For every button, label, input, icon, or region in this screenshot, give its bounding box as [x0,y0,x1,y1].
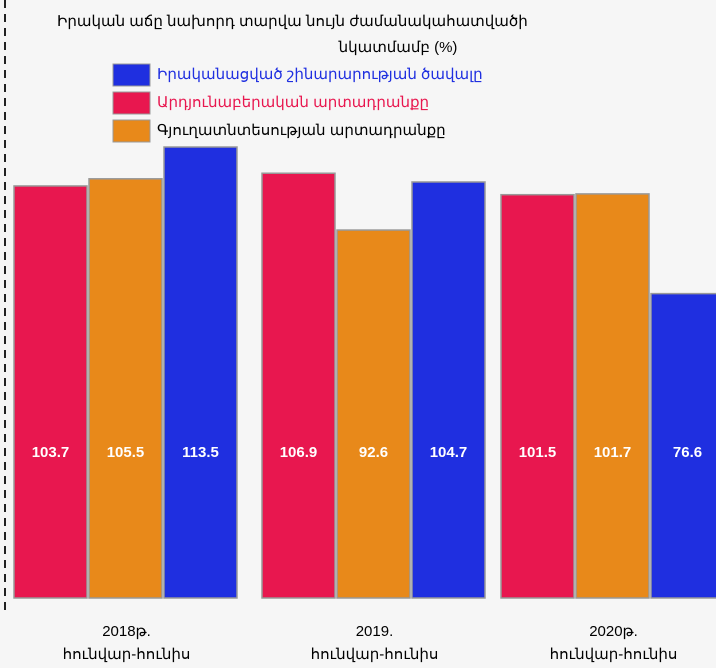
chart-title: նկատմամբ (%) [338,39,458,56]
bar [261,172,336,599]
bar [575,193,650,599]
data-label: 113.5 [182,444,219,461]
legend-swatch [112,63,151,87]
chart-title: Իրական աճը նախորդ տարվա նույն ժամանակահա… [57,13,528,30]
data-label: 101.7 [594,444,632,461]
data-label: 105.5 [107,444,145,461]
legend-swatch [112,91,151,115]
bar [88,178,163,599]
legend-label: Գյուղատնտեսության արտադրանքը [157,122,446,139]
x-tick-label: 2020թ. [589,623,638,640]
bar [411,181,486,599]
legend-label: Արդյունաբերական արտադրանքը [157,94,429,111]
bar [650,292,716,599]
data-label: 104.7 [430,444,468,461]
bar [13,185,88,599]
data-label: 76.6 [673,444,702,461]
data-label: 92.6 [359,444,388,461]
x-tick-label: 2018թ. [102,623,151,640]
bar [500,193,575,599]
data-label: 106.9 [280,444,318,461]
x-tick-label: 2019. [356,623,394,640]
data-label: 101.5 [519,444,557,461]
bar [336,229,411,599]
x-tick-label: հունվար-հունիս [63,646,191,663]
x-tick-label: հունվար-հունիս [550,646,678,663]
bar [163,146,238,599]
legend-swatch [112,119,151,143]
legend-label: Իրականացված շինարարության ծավալը [157,66,483,83]
data-label: 103.7 [32,444,70,461]
x-tick-label: հունվար-հունիս [311,646,439,663]
